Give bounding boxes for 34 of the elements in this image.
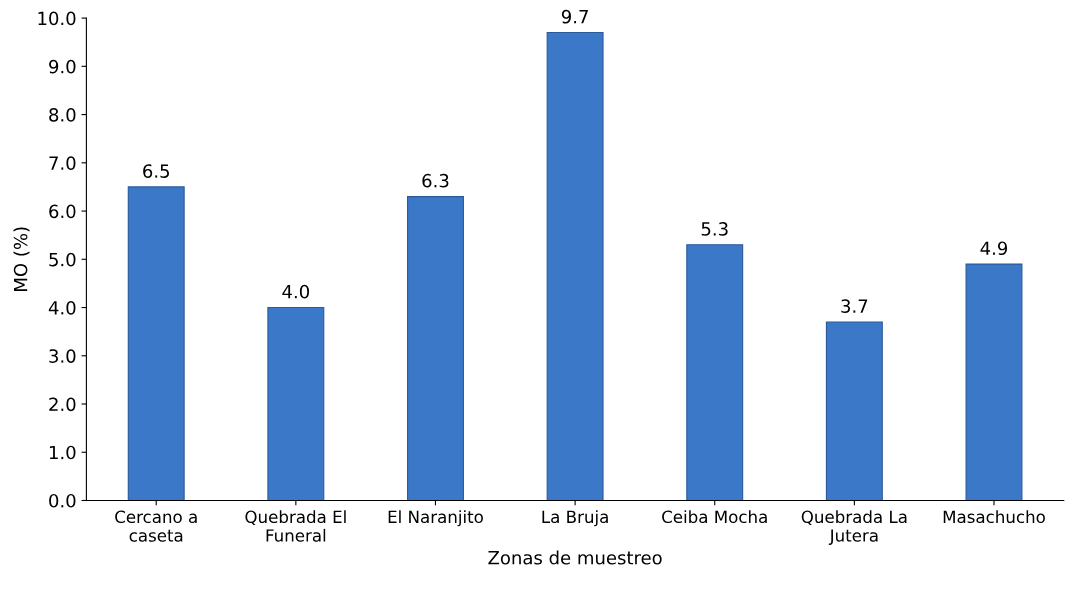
bar — [406, 196, 464, 501]
bar — [267, 306, 325, 501]
x-tick-label: Masachucho — [943, 510, 1045, 524]
data-label: 5.3 — [701, 222, 728, 236]
bar — [825, 321, 883, 501]
x-tick-label: Cercano a caseta — [115, 510, 197, 542]
bar — [965, 263, 1023, 501]
data-label: 6.3 — [422, 173, 449, 188]
y-tick-label: 8.0 — [49, 108, 76, 122]
y-tick-label: 6.0 — [49, 204, 76, 219]
x-tick-label: La Bruja — [542, 510, 608, 527]
data-label: 3.7 — [841, 299, 868, 313]
x-tick-label: El Naranjito — [388, 510, 483, 527]
y-tick-label: 4.0 — [48, 300, 76, 315]
y-tick-label: 2.0 — [49, 397, 76, 412]
y-tick-label: 10.0 — [38, 11, 76, 26]
y-tick-label: 5.0 — [49, 252, 76, 267]
x-tick-label: Quebrada La Jutera — [801, 510, 907, 545]
bar — [127, 186, 185, 501]
x-axis-title: Zonas de muestreo — [488, 550, 662, 565]
bar — [686, 244, 744, 501]
y-tick-label: 0.0 — [49, 493, 76, 508]
y-axis-title: MO (%) — [13, 227, 30, 291]
x-tick-label: Ceiba Mocha — [662, 510, 767, 524]
data-label: 4.0 — [282, 284, 309, 299]
x-tick-label: Quebrada El Funeral — [245, 510, 346, 542]
data-label: 9.7 — [561, 9, 588, 24]
bar — [546, 32, 604, 501]
y-tick-label: 9.0 — [49, 59, 76, 74]
data-label: 4.9 — [980, 241, 1008, 256]
y-tick-label: 7.0 — [49, 156, 76, 170]
data-label: 6.5 — [143, 164, 169, 178]
y-tick-label: 1.0 — [49, 445, 76, 460]
y-tick-label: 3.0 — [49, 349, 76, 363]
